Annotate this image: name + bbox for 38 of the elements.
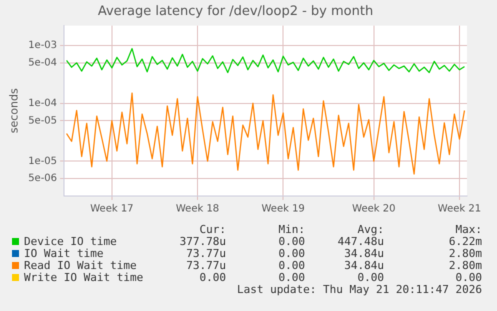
y-tick-label: 5e-06	[28, 173, 58, 184]
y-tick-label: 5e-04	[28, 57, 58, 68]
legend-label: Read IO Wait time	[24, 259, 137, 272]
x-tick-label: Week 18	[176, 204, 220, 215]
chart-title: Average latency for /dev/loop2 - by month	[98, 4, 374, 20]
text: Min:	[278, 223, 305, 236]
y-tick-label: 1e-03	[28, 40, 58, 52]
x-tick-label: Week 19	[261, 204, 305, 215]
text: 73.77u	[186, 247, 226, 260]
y-tick-label: 1e-04	[28, 98, 58, 109]
y-tick-label: 1e-05	[28, 156, 58, 167]
text: 34.84u	[344, 247, 384, 260]
text: 0.00	[200, 271, 226, 284]
x-tick-label: Week 20	[352, 204, 396, 215]
text: Cur:	[200, 223, 226, 236]
text: 2.80m	[448, 247, 482, 260]
legend-label: Device IO time	[24, 235, 117, 248]
text: Max:	[456, 223, 482, 236]
text: 0.00	[278, 259, 305, 272]
text: 34.84u	[344, 259, 384, 272]
y-axis-title: seconds	[7, 88, 20, 134]
x-tick-label: Week 21	[438, 204, 482, 215]
text: 0.00	[358, 271, 384, 284]
text: 0.00	[278, 247, 305, 260]
x-tick-label: Week 17	[90, 204, 134, 215]
text: 6.22m	[448, 235, 482, 248]
text: 0.00	[278, 271, 305, 284]
text: Avg:	[358, 223, 384, 236]
y-tick-label: 5e-05	[28, 115, 58, 126]
text: 377.78u	[180, 235, 226, 248]
text: 0.00	[278, 235, 305, 248]
text: 447.48u	[338, 235, 384, 248]
text: 2.80m	[448, 259, 482, 272]
legend-label: IO Wait time	[24, 247, 104, 260]
text: Last update: Thu May 21 20:11:47 2026	[236, 283, 482, 296]
legend-label: Write IO Wait time	[24, 271, 144, 284]
text: 73.77u	[186, 259, 226, 272]
text: 0.00	[456, 271, 482, 284]
